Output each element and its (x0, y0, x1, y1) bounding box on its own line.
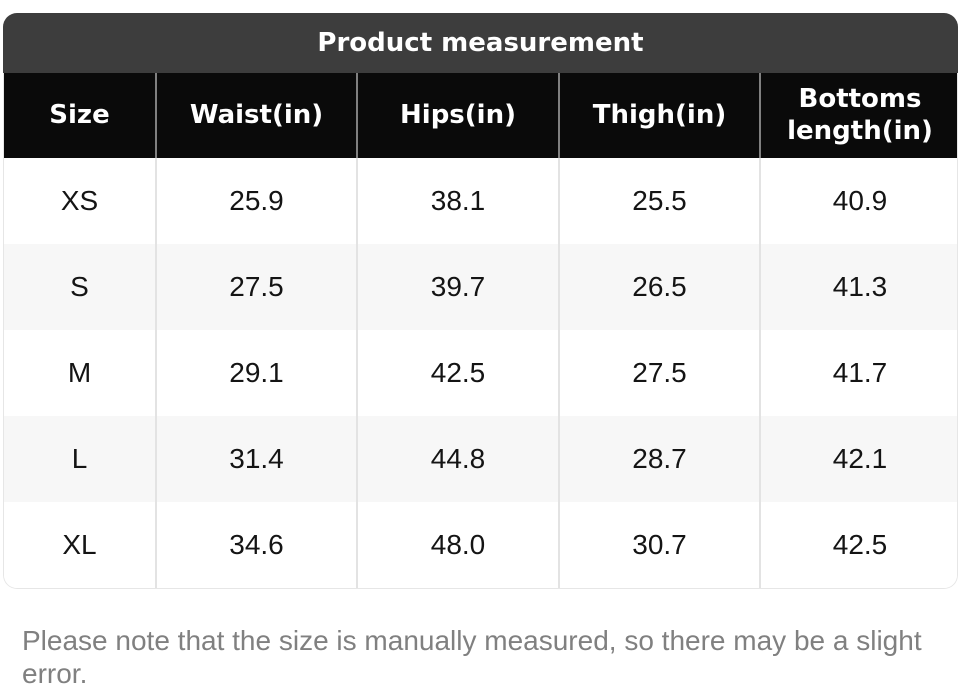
size-cell: S (4, 244, 157, 330)
measurement-cell: 40.9 (760, 158, 957, 244)
measurement-cell: 48.0 (357, 502, 560, 588)
table-row: S 27.5 39.7 26.5 41.3 (4, 244, 957, 330)
table-title: Product measurement (317, 28, 644, 58)
column-header: Thigh(in) (559, 73, 761, 158)
size-cell: M (4, 330, 157, 416)
measurement-cell: 27.5 (559, 330, 761, 416)
table-body: XS 25.9 38.1 25.5 40.9 S 27.5 39.7 26.5 41.3 M 29.1… (4, 158, 957, 588)
measurement-cell: 26.5 (559, 244, 761, 330)
size-cell: XS (4, 158, 157, 244)
measurement-cell: 31.4 (156, 416, 358, 502)
measurement-cell: 28.7 (559, 416, 761, 502)
column-header: Bottoms length(in) (760, 73, 957, 158)
table-title-bar: Product measurement (3, 13, 958, 73)
table-row: L 31.4 44.8 28.7 42.1 (4, 416, 957, 502)
table-row: M 29.1 42.5 27.5 41.7 (4, 330, 957, 416)
measurement-cell: 39.7 (357, 244, 560, 330)
size-cell: XL (4, 502, 157, 588)
measurement-cell: 42.1 (760, 416, 957, 502)
table-header-row: Size Waist(in) Hips(in) Thigh(in) Bottoms le… (4, 73, 957, 158)
measurement-cell: 34.6 (156, 502, 358, 588)
table-container: Size Waist(in) Hips(in) Thigh(in) Bottoms le… (3, 73, 958, 589)
size-cell: L (4, 416, 157, 502)
measurement-cell: 41.7 (760, 330, 957, 416)
measurement-cell: 27.5 (156, 244, 358, 330)
measurement-table: Size Waist(in) Hips(in) Thigh(in) Bottoms le… (4, 73, 957, 588)
measurement-cell: 29.1 (156, 330, 358, 416)
table-row: XL 34.6 48.0 30.7 42.5 (4, 502, 957, 588)
measurement-cell: 44.8 (357, 416, 560, 502)
column-header: Hips(in) (357, 73, 560, 158)
column-header: Size (4, 73, 157, 158)
measurement-cell: 25.5 (559, 158, 761, 244)
measurement-disclaimer: Please note that the size is manually me… (22, 625, 922, 690)
product-measurement-widget: Product measurement Size Waist(in) Hips(in… (3, 13, 958, 589)
measurement-cell: 25.9 (156, 158, 358, 244)
measurement-cell: 42.5 (357, 330, 560, 416)
column-header: Waist(in) (156, 73, 358, 158)
measurement-cell: 42.5 (760, 502, 957, 588)
table-row: XS 25.9 38.1 25.5 40.9 (4, 158, 957, 244)
measurement-cell: 30.7 (559, 502, 761, 588)
measurement-cell: 41.3 (760, 244, 957, 330)
measurement-cell: 38.1 (357, 158, 560, 244)
